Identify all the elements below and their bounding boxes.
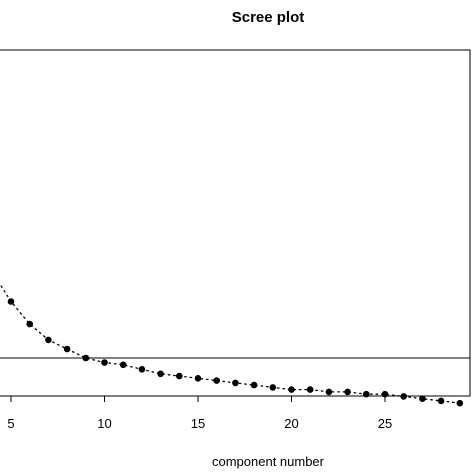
x-tick-label: 20 — [284, 416, 298, 431]
data-point — [306, 386, 314, 393]
x-axis-label: component number — [212, 454, 325, 469]
x-tick-label: 5 — [7, 416, 14, 431]
x-tick-label: 15 — [191, 416, 205, 431]
data-point — [176, 372, 183, 380]
data-point — [63, 345, 71, 353]
data-point — [119, 361, 127, 369]
data-point — [288, 386, 295, 393]
data-point — [157, 370, 164, 378]
data-point — [344, 388, 351, 396]
x-axis: 5 10 15 20 25 — [7, 396, 392, 431]
data-point — [213, 377, 220, 384]
data-point — [101, 359, 108, 366]
data-point — [82, 354, 90, 362]
plot-frame — [0, 49, 471, 397]
data-point — [400, 393, 408, 400]
data-point — [138, 366, 146, 373]
data-point — [194, 375, 202, 382]
x-tick-label: 10 — [97, 416, 111, 431]
data-point — [7, 298, 15, 305]
data-point — [45, 336, 52, 344]
data-point — [250, 381, 258, 389]
data-point — [419, 395, 426, 403]
x-tick-label: 25 — [378, 416, 392, 431]
data-point — [26, 320, 33, 328]
data-point — [437, 397, 445, 405]
data-point — [381, 390, 389, 398]
data-point — [363, 390, 370, 398]
data-point — [325, 388, 333, 396]
chart-title: Scree plot — [232, 9, 305, 26]
trend-line — [0, 282, 461, 404]
data-point — [456, 399, 464, 407]
data-point — [232, 379, 239, 387]
data-point — [269, 384, 277, 391]
data-points — [7, 298, 464, 407]
